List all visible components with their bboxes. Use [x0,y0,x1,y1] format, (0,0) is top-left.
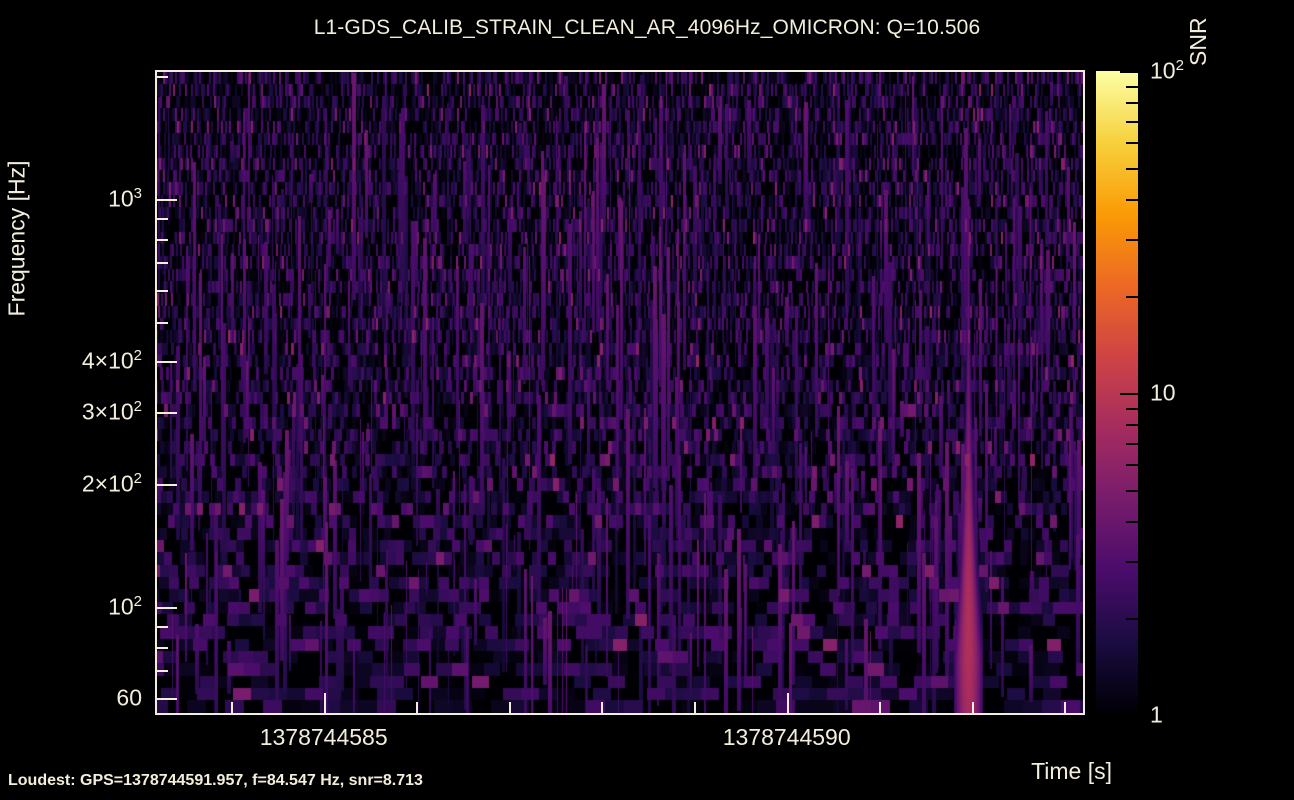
colorbar-minor-tick [1126,142,1138,145]
colorbar[interactable] [1096,71,1138,715]
colorbar-minor-tick [1126,85,1138,88]
loudest-event-status: Loudest: GPS=1378744591.957, f=84.547 Hz… [8,772,423,789]
colorbar-major-tick [1120,393,1138,395]
y-axis-minor-tick [157,76,168,78]
colorbar-minor-tick [1126,521,1138,524]
colorbar-minor-tick [1126,561,1138,564]
y-axis-tick-label: 3×102 [81,398,142,425]
colorbar-minor-tick [1126,407,1138,410]
colorbar-minor-tick [1126,120,1138,123]
y-axis-minor-tick [157,239,168,241]
y-axis-minor-tick [157,607,168,609]
x-axis-major-tick [787,693,789,713]
colorbar-minor-tick [1126,464,1138,467]
x-axis-title: Time [s] [1031,758,1112,784]
colorbar-minor-tick [1126,199,1138,202]
x-axis-minor-tick [231,702,233,713]
x-axis-tick-label: 1378744585 [259,724,388,750]
colorbar-tick-label: 1 [1150,701,1163,728]
colorbar-minor-tick [1126,424,1138,427]
y-axis-minor-tick [157,322,168,324]
x-axis-minor-tick [694,702,696,713]
y-axis-tick-label: 2×102 [81,470,142,497]
colorbar-minor-tick [1126,239,1138,242]
colorbar-title: SNR [1185,17,1211,66]
x-axis-minor-tick [972,702,974,713]
x-axis-minor-tick [1064,702,1066,713]
colorbar-minor-tick [1126,296,1138,299]
colorbar-minor-tick [1126,618,1138,621]
colorbar-major-tick [1120,71,1138,73]
x-axis-major-tick [324,693,326,713]
y-axis-tick-label: 4×102 [81,347,142,374]
colorbar-minor-tick [1126,442,1138,445]
y-axis-minor-tick [157,698,168,700]
y-axis-minor-tick [157,412,168,414]
y-axis-minor-tick [157,670,168,672]
y-axis-tick-label: 103 [108,184,142,212]
colorbar-minor-tick [1126,167,1138,170]
x-axis-minor-tick [879,702,881,713]
spectrogram-plot-area[interactable] [155,70,1085,715]
y-axis-minor-tick [157,626,168,628]
y-axis-minor-tick [157,218,168,220]
x-axis-minor-tick [509,702,511,713]
colorbar-tick-label: 10 [1150,379,1176,406]
y-axis-minor-tick [157,262,168,264]
y-axis-tick-label: 102 [108,592,142,620]
page-title: L1-GDS_CALIB_STRAIN_CLEAN_AR_4096Hz_OMIC… [313,16,981,39]
colorbar-minor-tick [1126,102,1138,105]
y-axis-tick-label: 60 [116,684,142,711]
colorbar-major-tick [1120,713,1138,715]
y-axis-minor-tick [157,199,168,201]
y-axis-tick-labels: 103 4×102 3×102 2×102 102 60 [0,0,150,800]
y-axis-minor-tick [157,290,168,292]
x-axis-tick-label: 1378744590 [722,724,851,750]
y-axis-minor-tick [157,647,168,649]
x-axis-minor-tick [416,702,418,713]
y-axis-title: Frequency [Hz] [3,160,30,317]
x-axis-minor-tick [601,702,603,713]
y-axis-minor-tick [157,361,168,363]
colorbar-minor-tick [1126,489,1138,492]
y-axis-minor-tick [157,484,168,486]
spectrogram-canvas[interactable] [157,72,1083,713]
colorbar-tick-label: 102 [1150,56,1184,84]
